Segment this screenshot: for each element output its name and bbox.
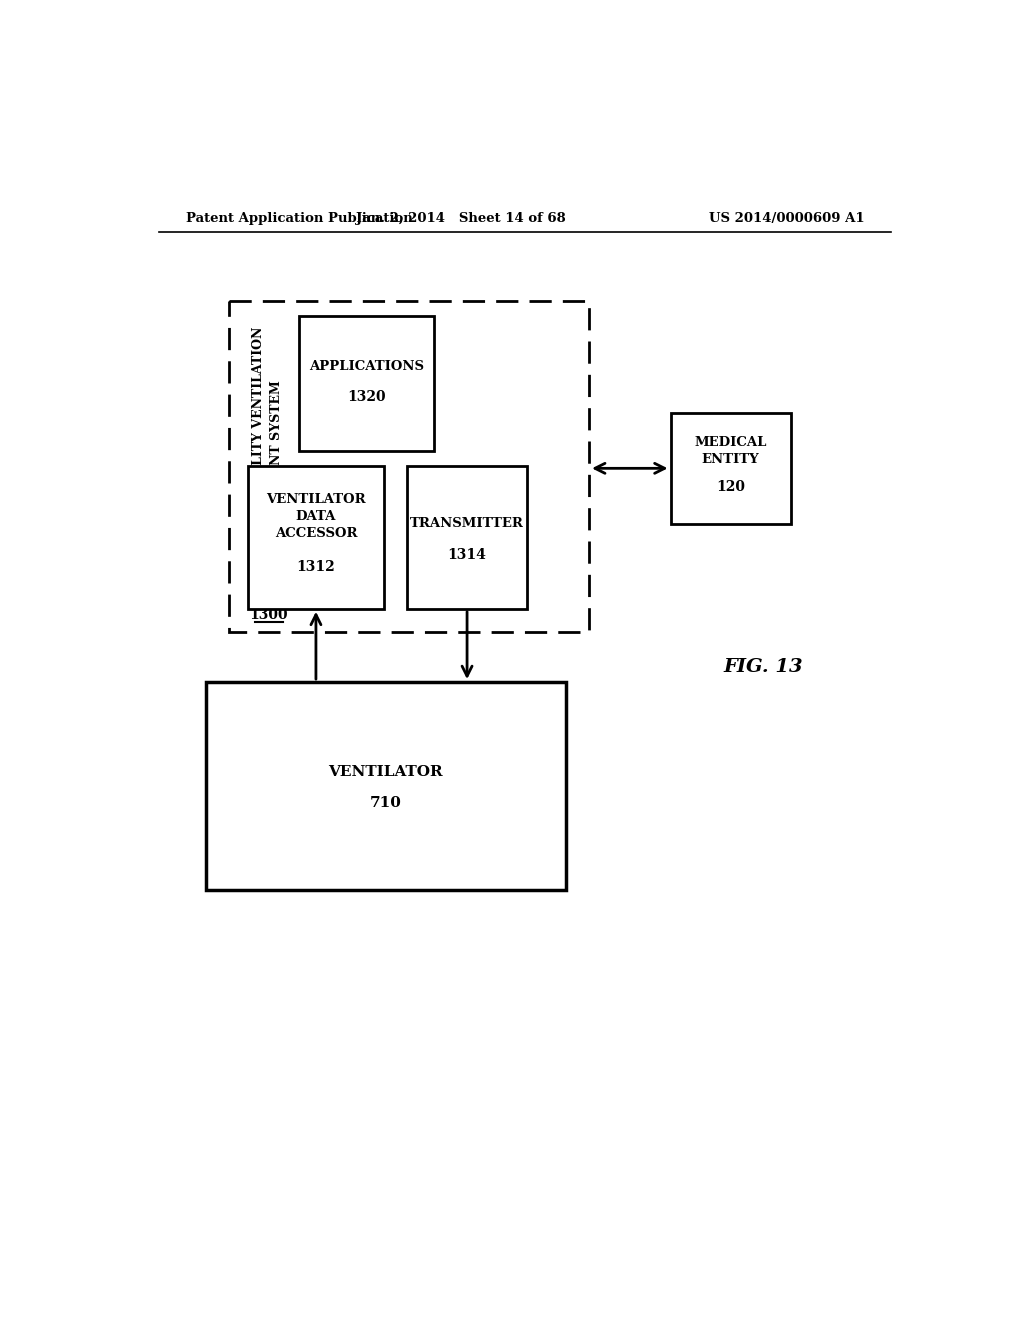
Bar xyxy=(248,466,384,609)
Text: Jan. 2, 2014   Sheet 14 of 68: Jan. 2, 2014 Sheet 14 of 68 xyxy=(356,213,566,224)
Bar xyxy=(206,682,566,890)
Bar xyxy=(299,317,434,451)
Text: HEALTH CARE FACILITY VENTILATION
MANAGEMENT SYSTEM: HEALTH CARE FACILITY VENTILATION MANAGEM… xyxy=(253,326,283,607)
Text: FIG. 13: FIG. 13 xyxy=(724,657,803,676)
Text: 1312: 1312 xyxy=(297,560,335,574)
Text: 1314: 1314 xyxy=(447,548,486,561)
Bar xyxy=(407,466,527,609)
Bar xyxy=(228,301,589,632)
Text: 1320: 1320 xyxy=(347,391,386,404)
Text: 120: 120 xyxy=(716,479,745,494)
Text: US 2014/0000609 A1: US 2014/0000609 A1 xyxy=(709,213,864,224)
Text: 1300: 1300 xyxy=(250,609,289,622)
Text: MEDICAL
ENTITY: MEDICAL ENTITY xyxy=(694,437,767,466)
Bar xyxy=(671,412,791,524)
Text: VENTILATOR: VENTILATOR xyxy=(329,766,443,779)
Text: TRANSMITTER: TRANSMITTER xyxy=(411,517,524,531)
Text: APPLICATIONS: APPLICATIONS xyxy=(309,360,424,374)
Text: 710: 710 xyxy=(370,796,401,810)
Text: Patent Application Publication: Patent Application Publication xyxy=(186,213,413,224)
Text: VENTILATOR
DATA
ACCESSOR: VENTILATOR DATA ACCESSOR xyxy=(266,492,366,540)
